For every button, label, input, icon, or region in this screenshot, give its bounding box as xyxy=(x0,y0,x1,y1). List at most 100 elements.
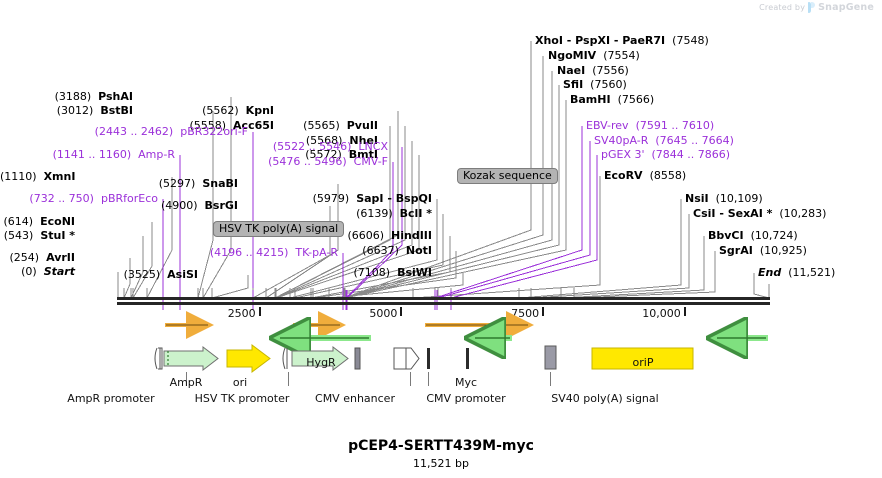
enzyme-name: CsiI - SexAI * xyxy=(693,207,773,220)
feature-label[interactable]: (732 .. 750) pBRforEco xyxy=(0,193,158,205)
feature-name: Amp-R xyxy=(138,148,175,161)
feature-range: (1141 .. 1160) xyxy=(52,148,132,161)
enzyme-label[interactable]: (543) StuI * xyxy=(0,230,75,242)
track-feature-label[interactable]: Myc xyxy=(454,376,478,389)
enzyme-position: (6139) xyxy=(356,207,393,220)
feature-name: pGEX 3' xyxy=(601,148,645,161)
feature-label[interactable]: (5476 .. 5496) CMV-F xyxy=(0,156,388,168)
ruler-tick xyxy=(258,307,261,316)
highlighted-feature-label[interactable]: HSV TK poly(A) signal xyxy=(213,221,345,237)
track-feature-label[interactable]: CMV promoter xyxy=(426,392,506,405)
enzyme-position: (3012) xyxy=(56,104,94,117)
track-feature-label[interactable]: HygR xyxy=(306,356,336,369)
enzyme-position: (7554) xyxy=(603,49,640,62)
enzyme-label[interactable]: (614) EcoNI xyxy=(0,216,75,228)
enzyme-label[interactable]: (254) AvrII xyxy=(0,252,76,264)
enzyme-label[interactable]: (3188) PshAI xyxy=(0,91,133,103)
feature-range: (5476 .. 5496) xyxy=(268,155,347,168)
enzyme-label[interactable]: (6637) NotI xyxy=(0,245,432,257)
enzyme-position: (5979) xyxy=(312,192,350,205)
enzyme-position: (7566) xyxy=(617,93,655,106)
ruler-tick xyxy=(683,307,686,316)
highlighted-feature-label[interactable]: Kozak sequence xyxy=(457,168,558,184)
feature-label[interactable]: (2443 .. 2462) pBR322ori-F xyxy=(0,126,248,138)
enzyme-label[interactable]: (5572) BmtI xyxy=(0,149,378,161)
enzyme-name: XmnI xyxy=(43,170,76,183)
enzyme-name: PshAI xyxy=(98,90,133,103)
enzyme-label[interactable]: NaeI (7556) xyxy=(557,65,629,77)
enzyme-label[interactable]: NsiI (10,109) xyxy=(685,193,763,205)
enzyme-label[interactable]: (5979) SapI - BspQI xyxy=(0,193,432,205)
enzyme-label[interactable]: (1110) XmnI xyxy=(0,171,75,183)
feature-range: (7645 .. 7664) xyxy=(655,134,734,147)
enzyme-label[interactable]: BamHI (7566) xyxy=(570,94,654,106)
enzyme-label[interactable]: (6139) BclI * xyxy=(0,208,432,220)
feature-label[interactable]: pGEX 3' (7844 .. 7866) xyxy=(601,149,730,161)
ruler-tick-label: 2500 xyxy=(227,307,256,320)
enzyme-name: EcoNI xyxy=(40,215,75,228)
enzyme-label[interactable]: (5558) Acc65I xyxy=(0,120,274,132)
watermark-brand: SnapGene xyxy=(818,2,874,13)
enzyme-name: XhoI - PspXI - PaeR7I xyxy=(535,34,666,47)
feature-name: pBRforEco xyxy=(100,192,158,205)
enzyme-name: NsiI xyxy=(685,192,709,205)
track-feature-label[interactable]: oriP xyxy=(632,356,654,369)
feature-name: EBV-rev xyxy=(586,119,629,132)
enzyme-name: StuI * xyxy=(40,229,75,242)
feature-label[interactable]: (5522 .. 5546) LNCX xyxy=(0,141,388,153)
track-feature-label[interactable]: HSV TK promoter xyxy=(194,392,290,405)
enzyme-label[interactable]: NgoMIV (7554) xyxy=(548,50,640,62)
enzyme-label[interactable]: (5562) KpnI xyxy=(0,105,274,117)
enzyme-name: SfiI xyxy=(563,78,584,91)
enzyme-label[interactable]: (5568) NheI xyxy=(0,135,378,147)
enzyme-position: (5565) xyxy=(303,119,340,132)
enzyme-label[interactable]: (6606) HindIII xyxy=(0,230,432,242)
feature-name: SV40pA-R xyxy=(594,134,649,147)
enzyme-name: PvuII xyxy=(346,119,378,132)
enzyme-name: End xyxy=(758,266,782,279)
enzyme-name: BsrGI xyxy=(204,199,238,212)
enzyme-name: AsiSI xyxy=(167,268,198,281)
feature-label[interactable]: (1141 .. 1160) Amp-R xyxy=(0,149,175,161)
enzyme-label[interactable]: EcoRV (8558) xyxy=(604,170,686,182)
enzyme-label[interactable]: (7108) BsiWI xyxy=(0,267,432,279)
feature-label[interactable]: SV40pA-R (7645 .. 7664) xyxy=(594,135,734,147)
enzyme-label[interactable]: (0) Start xyxy=(0,266,75,278)
enzyme-position: (3525) xyxy=(123,268,161,281)
track-feature-label[interactable]: AmpR xyxy=(169,376,203,389)
enzyme-label[interactable]: XhoI - PspXI - PaeR7I (7548) xyxy=(535,35,709,47)
track-feature-label[interactable]: ori xyxy=(232,376,248,389)
enzyme-position: (7556) xyxy=(592,64,629,77)
enzyme-label[interactable]: CsiI - SexAI * (10,283) xyxy=(693,208,826,220)
enzyme-position: (11,521) xyxy=(788,266,836,279)
enzyme-position: (7560) xyxy=(590,78,627,91)
feature-label[interactable]: EBV-rev (7591 .. 7610) xyxy=(586,120,714,132)
enzyme-name: HindIII xyxy=(391,229,432,242)
feature-label[interactable]: (4196 .. 4215) TK-pA-R xyxy=(0,247,338,259)
track-feature-label[interactable]: AmpR promoter xyxy=(67,392,155,405)
track-label-stem xyxy=(186,372,187,386)
enzyme-position: (7548) xyxy=(672,34,709,47)
enzyme-label[interactable]: (3012) BstBI xyxy=(0,105,133,117)
track-feature-label[interactable]: SV40 poly(A) signal xyxy=(551,392,659,405)
feature-range: (5522 .. 5546) xyxy=(272,140,352,153)
enzyme-label[interactable]: End (11,521) xyxy=(758,267,835,279)
enzyme-position: (4900) xyxy=(160,199,198,212)
feature-range: (7844 .. 7866) xyxy=(651,148,731,161)
track-feature-label[interactable]: CMV enhancer xyxy=(315,392,395,405)
enzyme-label[interactable]: BbvCI (10,724) xyxy=(708,230,798,242)
enzyme-position: (1110) xyxy=(0,170,37,183)
enzyme-position: (5562) xyxy=(202,104,239,117)
enzyme-position: (5558) xyxy=(189,119,227,132)
enzyme-position: (614) xyxy=(3,215,34,228)
enzyme-position: (10,925) xyxy=(759,244,807,257)
enzyme-label[interactable]: (5297) SnaBI xyxy=(0,178,238,190)
enzyme-label[interactable]: SgrAI (10,925) xyxy=(719,245,807,257)
enzyme-label[interactable]: (4900) BsrGI xyxy=(0,200,238,212)
feature-name: TK-pA-R xyxy=(295,246,338,259)
enzyme-label[interactable]: (5565) PvuII xyxy=(0,120,378,132)
enzyme-name: BsiWI xyxy=(397,266,432,279)
enzyme-position: (0) xyxy=(21,265,37,278)
enzyme-label[interactable]: (3525) AsiSI xyxy=(0,269,198,281)
enzyme-label[interactable]: SfiI (7560) xyxy=(563,79,627,91)
